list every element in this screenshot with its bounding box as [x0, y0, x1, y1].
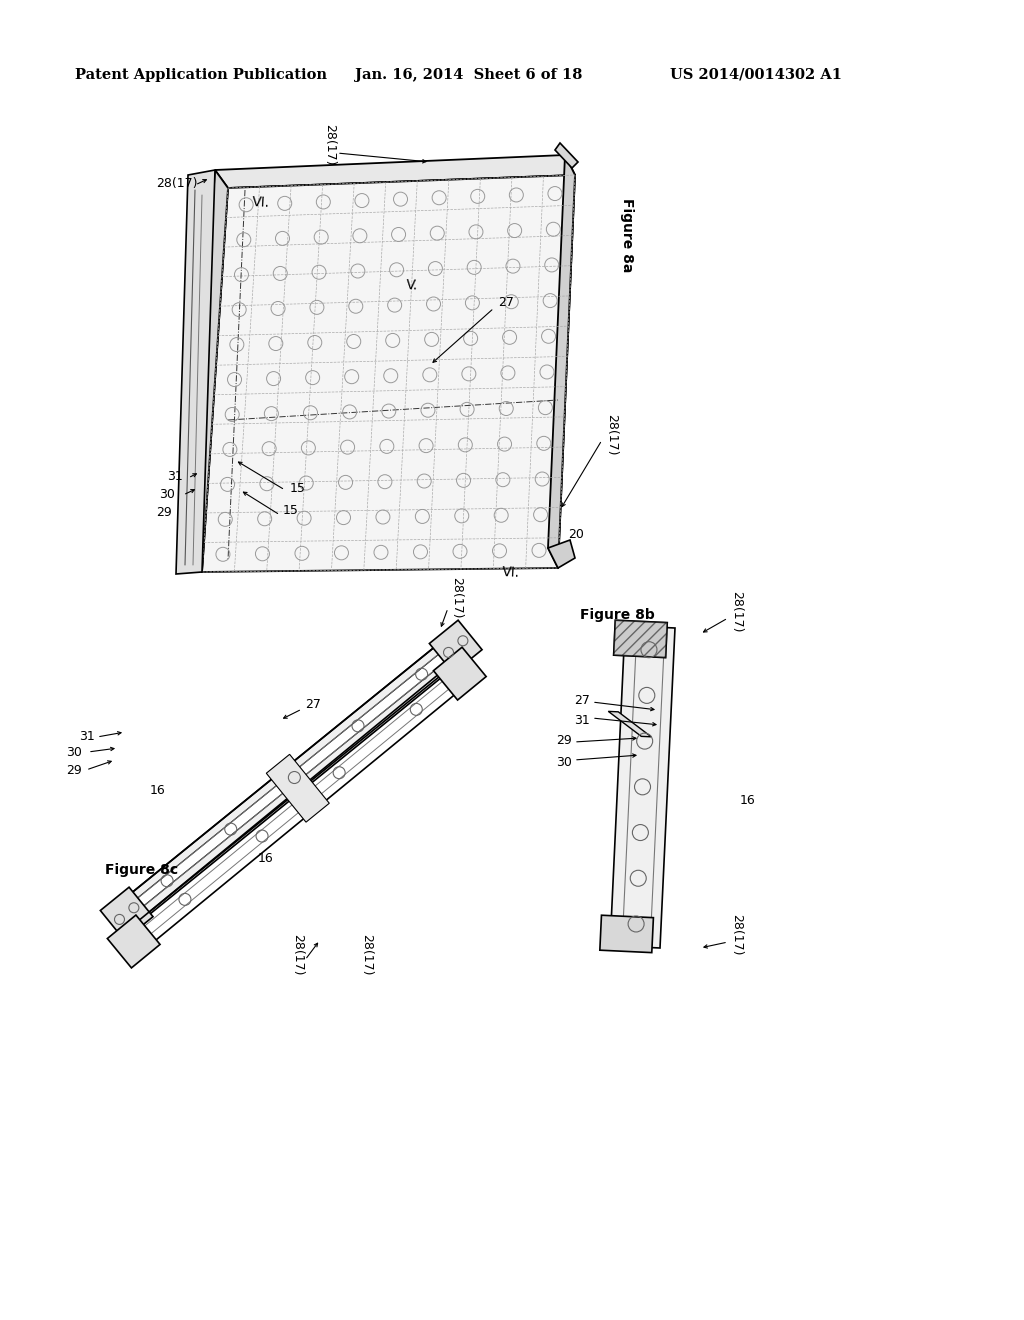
Polygon shape: [266, 754, 330, 822]
Text: 15: 15: [290, 482, 306, 495]
Polygon shape: [548, 154, 575, 568]
Text: 16: 16: [150, 784, 166, 796]
Text: 28(17): 28(17): [292, 935, 304, 975]
Text: VI.: VI.: [252, 194, 270, 210]
Text: Patent Application Publication: Patent Application Publication: [75, 69, 327, 82]
Text: 30: 30: [159, 488, 175, 502]
Text: 16: 16: [258, 851, 273, 865]
Text: 28(17): 28(17): [157, 177, 198, 190]
Polygon shape: [215, 154, 575, 187]
Polygon shape: [202, 176, 575, 572]
Polygon shape: [100, 887, 153, 940]
Polygon shape: [610, 626, 675, 948]
Polygon shape: [108, 915, 160, 968]
Text: 27: 27: [305, 698, 321, 711]
Text: 31: 31: [167, 470, 183, 483]
Polygon shape: [108, 628, 475, 933]
Polygon shape: [433, 647, 486, 700]
Polygon shape: [548, 540, 575, 568]
Text: Figure 8c: Figure 8c: [105, 863, 178, 876]
Text: Figure 8b: Figure 8b: [580, 609, 654, 622]
Text: 31: 31: [574, 714, 590, 726]
Text: 29: 29: [556, 734, 572, 747]
Text: 27: 27: [574, 693, 590, 706]
Polygon shape: [176, 170, 215, 574]
Polygon shape: [115, 636, 467, 924]
Text: US 2014/0014302 A1: US 2014/0014302 A1: [670, 69, 842, 82]
Text: 29: 29: [157, 507, 172, 520]
Polygon shape: [613, 620, 668, 657]
Text: Figure 8a: Figure 8a: [620, 198, 634, 272]
Text: 29: 29: [67, 763, 82, 776]
Text: 31: 31: [79, 730, 95, 743]
Text: 28(17): 28(17): [360, 935, 373, 975]
Polygon shape: [190, 170, 228, 572]
Text: 28(17): 28(17): [730, 591, 743, 632]
Text: 16: 16: [740, 793, 756, 807]
Text: V.: V.: [406, 277, 419, 292]
Text: 28(17): 28(17): [450, 577, 463, 619]
Polygon shape: [429, 620, 482, 673]
Text: 15: 15: [283, 503, 299, 516]
Polygon shape: [555, 143, 578, 168]
Text: 28(17): 28(17): [730, 915, 743, 956]
Text: 30: 30: [556, 755, 572, 768]
Polygon shape: [608, 711, 651, 737]
Text: VI.: VI.: [502, 565, 520, 579]
Text: 20: 20: [568, 528, 584, 541]
Polygon shape: [613, 620, 668, 657]
Text: 28(17): 28(17): [605, 414, 618, 455]
Text: 28(17): 28(17): [323, 124, 336, 166]
Polygon shape: [600, 915, 653, 953]
Text: 27: 27: [498, 296, 514, 309]
Text: Jan. 16, 2014  Sheet 6 of 18: Jan. 16, 2014 Sheet 6 of 18: [355, 69, 583, 82]
Text: 30: 30: [67, 746, 82, 759]
